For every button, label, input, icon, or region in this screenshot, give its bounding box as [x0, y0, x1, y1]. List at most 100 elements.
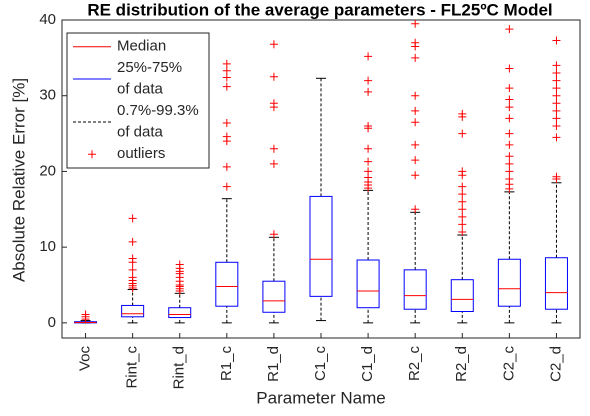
y-tick-label: 40 — [39, 11, 56, 28]
y-axis-label: Absolute Relative Error [%] — [9, 78, 28, 282]
outlier — [552, 84, 561, 93]
outlier — [458, 182, 467, 191]
box — [168, 307, 192, 319]
outlier — [222, 73, 231, 82]
outlier — [364, 167, 373, 176]
outlier — [269, 72, 278, 81]
outlier — [364, 87, 373, 96]
outlier — [411, 19, 420, 28]
outlier — [505, 175, 514, 183]
box — [544, 257, 568, 310]
outlier — [128, 265, 137, 274]
outlier — [505, 25, 514, 34]
x-tick-label: C2_c — [500, 346, 517, 382]
legend-swatch — [88, 150, 96, 159]
outlier — [505, 95, 514, 104]
outlier — [552, 133, 561, 142]
x-tick-label: R2_c — [406, 346, 423, 382]
outlier — [222, 118, 231, 127]
outlier — [552, 76, 561, 85]
x-tick-label: R1_d — [265, 346, 282, 382]
box — [450, 279, 474, 313]
outlier — [458, 212, 467, 221]
box — [215, 261, 239, 307]
outlier — [175, 260, 184, 269]
outlier — [458, 190, 467, 199]
outlier — [411, 53, 420, 62]
outlier — [222, 162, 231, 171]
x-tick-label: R1_c — [218, 346, 235, 382]
outlier — [458, 109, 467, 118]
outlier — [128, 273, 137, 282]
outlier — [128, 214, 137, 223]
box — [356, 259, 380, 309]
outlier — [505, 103, 514, 112]
legend-label: of data — [117, 124, 164, 141]
outlier — [458, 167, 467, 176]
outlier — [128, 254, 137, 263]
outlier — [505, 114, 514, 123]
box — [309, 195, 333, 297]
outlier — [411, 91, 420, 100]
outlier — [458, 228, 467, 236]
outlier — [411, 106, 420, 115]
outlier — [411, 118, 420, 127]
outlier — [411, 38, 420, 47]
outlier — [222, 59, 231, 68]
y-tick-label: 20 — [39, 162, 56, 179]
outlier — [81, 310, 90, 319]
outlier — [505, 167, 514, 176]
outlier — [364, 76, 373, 85]
box — [497, 258, 521, 307]
y-tick-label: 30 — [39, 87, 56, 104]
legend-label: 25%-75% — [117, 59, 182, 76]
x-tick-label: Rint_c — [124, 346, 141, 389]
y-tick-label: 0 — [48, 314, 56, 331]
outlier — [269, 230, 278, 239]
x-tick-label: C1_c — [312, 346, 329, 382]
legend-label: Median — [117, 38, 166, 55]
outlier — [269, 159, 278, 168]
outlier — [552, 69, 561, 77]
outlier — [269, 144, 278, 153]
outlier — [128, 237, 137, 246]
outlier — [552, 106, 561, 115]
outlier — [552, 172, 561, 181]
outlier — [505, 84, 514, 93]
legend-label: 0.7%-99.3% — [117, 102, 199, 119]
outlier — [364, 52, 373, 61]
outlier — [411, 156, 420, 165]
box — [262, 280, 286, 313]
outlier — [458, 197, 467, 206]
outlier — [552, 114, 561, 123]
outlier — [222, 182, 231, 191]
outlier — [552, 99, 561, 108]
outlier — [458, 220, 467, 229]
x-tick-label: Voc — [77, 346, 94, 372]
outlier — [505, 159, 514, 168]
outlier — [364, 122, 373, 130]
outlier — [505, 129, 514, 138]
x-tick-label: R2_d — [453, 346, 470, 382]
outlier — [552, 91, 561, 100]
legend-label: of data — [117, 81, 164, 98]
chart-title: RE distribution of the average parameter… — [87, 0, 552, 19]
x-tick-label: C1_d — [359, 346, 376, 382]
outlier — [269, 99, 278, 108]
outlier — [458, 129, 467, 138]
legend-label: outliers — [117, 145, 165, 162]
outlier — [222, 66, 231, 75]
outlier — [552, 36, 561, 45]
legend-box — [66, 32, 210, 169]
outlier — [364, 157, 373, 166]
outlier — [552, 61, 561, 70]
outlier — [552, 122, 561, 130]
outlier — [411, 171, 420, 180]
outlier — [411, 205, 420, 214]
outlier — [269, 40, 278, 49]
box — [403, 269, 427, 310]
outlier — [505, 140, 514, 149]
box — [121, 304, 145, 318]
outlier — [222, 132, 231, 141]
